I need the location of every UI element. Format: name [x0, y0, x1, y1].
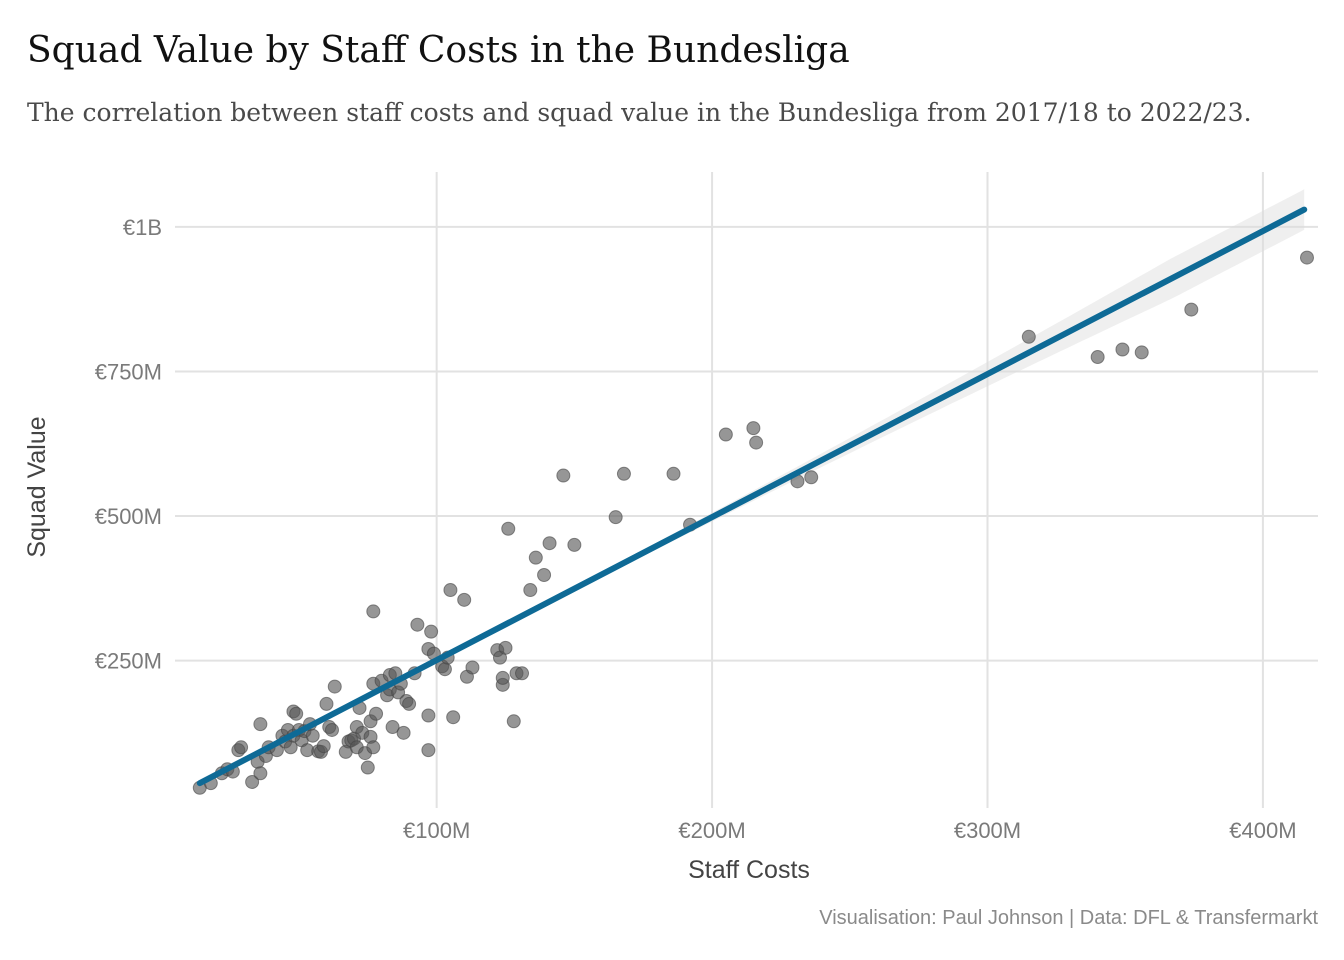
x-tick-label: €400M	[1229, 818, 1296, 843]
data-point	[421, 743, 436, 758]
data-point	[1134, 345, 1149, 360]
data-point	[498, 640, 513, 655]
data-point	[410, 617, 425, 632]
data-point	[319, 696, 334, 711]
data-point	[746, 421, 761, 436]
y-tick-label: €750M	[95, 359, 162, 384]
x-tick-label: €100M	[403, 818, 470, 843]
data-point	[537, 567, 552, 582]
data-point	[556, 468, 571, 483]
data-point	[523, 583, 538, 598]
x-tick-label: €200M	[678, 818, 745, 843]
data-point	[316, 739, 331, 754]
x-axis-title: Staff Costs	[688, 856, 810, 884]
y-tick-label: €1B	[123, 215, 162, 240]
data-point	[443, 583, 458, 598]
data-point	[1090, 350, 1105, 365]
data-point	[1184, 302, 1199, 317]
data-point	[366, 740, 381, 755]
data-point	[749, 435, 764, 450]
data-point	[528, 550, 543, 565]
data-point	[501, 521, 516, 536]
data-point	[396, 725, 411, 740]
chart-title: Squad Value by Staff Costs in the Bundes…	[27, 30, 850, 71]
data-point	[289, 706, 304, 721]
data-point	[234, 740, 249, 755]
data-point	[245, 774, 260, 789]
data-point	[424, 624, 439, 639]
data-point	[369, 706, 384, 721]
data-point	[360, 760, 375, 775]
data-point	[1299, 250, 1314, 265]
chart-caption: Visualisation: Paul Johnson | Data: DFL …	[819, 907, 1318, 929]
data-point	[616, 466, 631, 481]
data-point	[253, 766, 268, 781]
data-point	[437, 662, 452, 677]
gridlines	[175, 172, 1318, 808]
data-point	[366, 604, 381, 619]
tick-labels: €100M €200M €300M €400M €250M €500M €750M €1B	[95, 215, 1297, 843]
data-point	[305, 728, 320, 743]
data-point	[385, 720, 400, 735]
data-point	[457, 592, 472, 607]
data-point	[446, 710, 461, 725]
data-point	[567, 537, 582, 552]
x-tick-label: €300M	[954, 818, 1021, 843]
data-point	[1115, 342, 1130, 357]
data-point	[495, 670, 510, 685]
data-point	[327, 679, 342, 694]
y-tick-label: €250M	[95, 649, 162, 674]
chart-subtitle: The correlation between staff costs and …	[27, 98, 1252, 127]
data-point	[1021, 329, 1036, 344]
data-point	[421, 708, 436, 723]
data-point	[804, 470, 819, 485]
data-point	[515, 666, 530, 681]
data-point	[324, 722, 339, 737]
data-point	[666, 466, 681, 481]
trend-line	[196, 206, 1308, 787]
data-point	[465, 660, 480, 675]
data-points	[192, 250, 1314, 795]
y-axis-title: Squad Value	[23, 416, 51, 557]
data-point	[253, 717, 268, 732]
data-point	[608, 510, 623, 525]
data-point	[718, 427, 733, 442]
data-point	[402, 696, 417, 711]
data-point	[506, 714, 521, 729]
y-tick-label: €500M	[95, 504, 162, 529]
data-point	[542, 536, 557, 551]
